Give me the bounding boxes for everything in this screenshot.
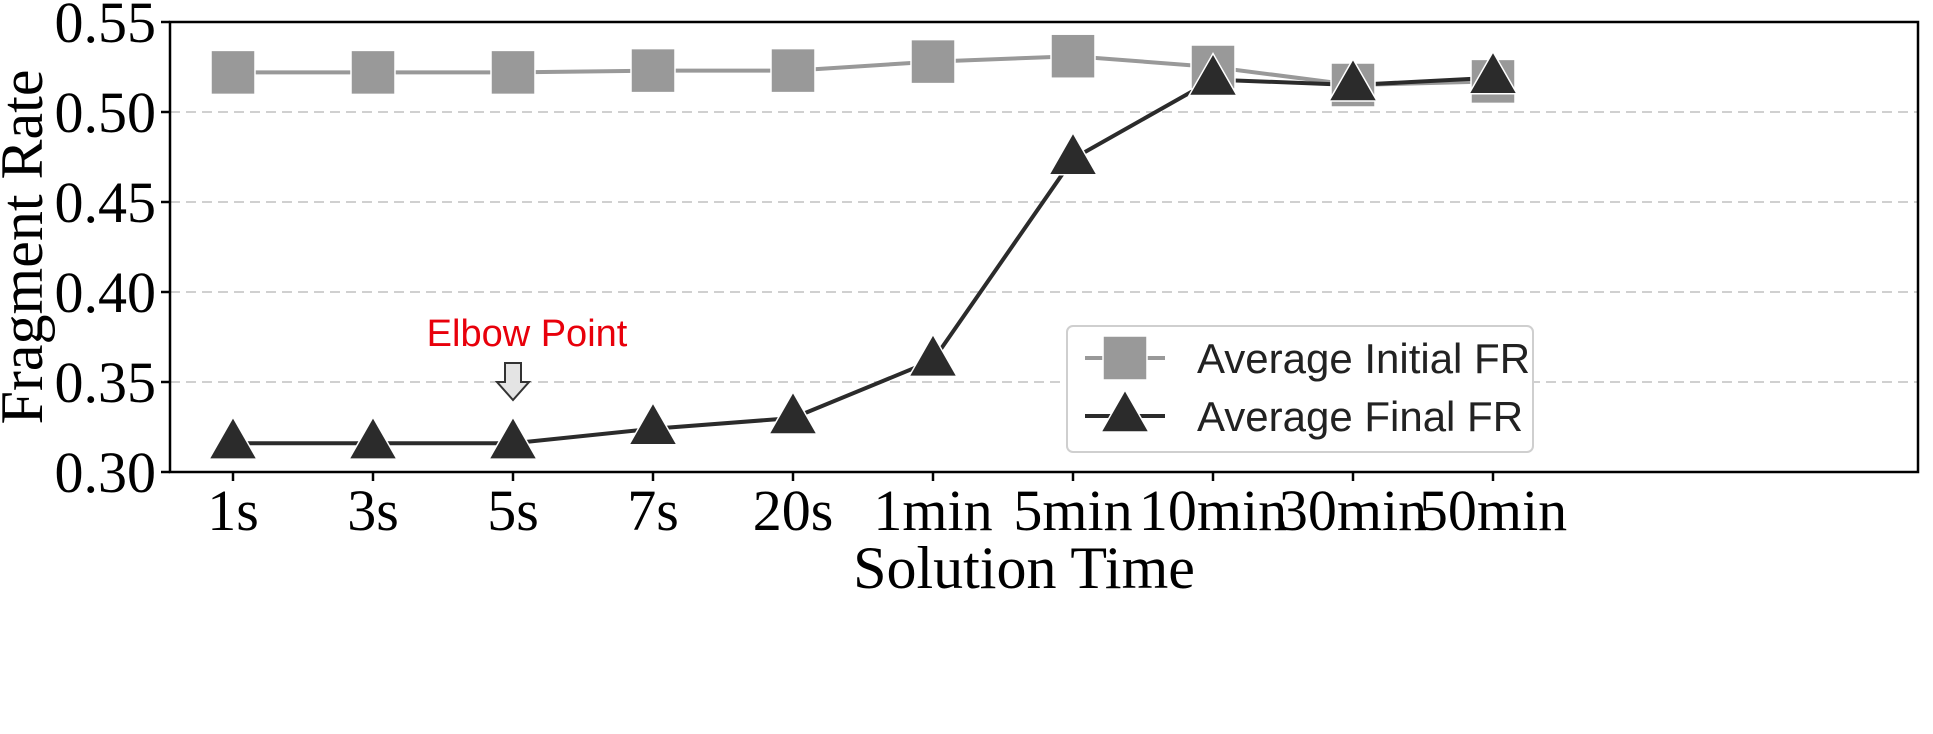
legend-marker-triangle [1099, 388, 1151, 433]
x-tick-label: 5s [487, 478, 539, 543]
data-point-triangle [1047, 131, 1099, 176]
series-line-square [233, 54, 1494, 88]
data-point-square [630, 47, 676, 94]
x-axis-title: Solution Time [853, 535, 1195, 601]
data-point-triangle [767, 390, 819, 435]
series-line-triangle [233, 75, 1494, 446]
x-tick-label: 3s [347, 478, 399, 543]
x-tick-label: 30min [1279, 478, 1427, 543]
elbow-point-label: Elbow Point [427, 313, 628, 355]
legend-box [1066, 325, 1534, 453]
x-tick-label: 5min [1013, 478, 1132, 543]
data-point-triangle [1327, 57, 1379, 102]
y-axis-title: Fragment Rate [0, 70, 55, 425]
elbow-point-annotation: Elbow Point [427, 313, 628, 402]
data-point-triangle [907, 332, 959, 378]
x-tick-label: 1min [873, 478, 992, 543]
y-tick-label: 0.55 [55, 0, 157, 55]
data-point-square [910, 38, 956, 85]
y-tick-label: 0.50 [55, 80, 157, 145]
data-point-triangle [207, 415, 259, 460]
legend: Average Initial FR Average Final FR [1066, 325, 1534, 453]
x-tick-label: 10min [1139, 478, 1287, 543]
data-point-square [210, 49, 256, 96]
data-point-triangle [627, 401, 679, 446]
x-tick-label: 50min [1419, 478, 1567, 543]
data-point-triangle [347, 415, 399, 460]
y-tick-label: 0.40 [55, 260, 157, 325]
y-axis-ticks: 0.30 0.35 0.40 0.45 0.50 0.55 [55, 0, 170, 505]
series-lines [233, 54, 1494, 446]
legend-label: Average Initial FR [1197, 335, 1530, 382]
data-point-triangle [487, 415, 539, 460]
legend-label: Average Final FR [1197, 393, 1523, 440]
plot-area-frame [168, 20, 1920, 474]
x-tick-label: 20s [753, 478, 834, 543]
data-point-square [350, 49, 396, 96]
data-point-square [770, 47, 816, 94]
data-point-triangle [1187, 52, 1239, 97]
down-arrow-icon [494, 362, 532, 402]
legend-marker-square [1102, 335, 1148, 381]
data-point-square [1050, 33, 1096, 79]
y-tick-label: 0.30 [55, 440, 157, 505]
x-tick-label: 7s [627, 478, 679, 543]
x-tick-label: 1s [207, 478, 259, 543]
data-markers [207, 33, 1519, 460]
y-tick-label: 0.35 [55, 350, 157, 415]
data-point-square [490, 49, 536, 96]
y-tick-label: 0.45 [55, 170, 157, 235]
data-point-triangle [1467, 50, 1519, 95]
